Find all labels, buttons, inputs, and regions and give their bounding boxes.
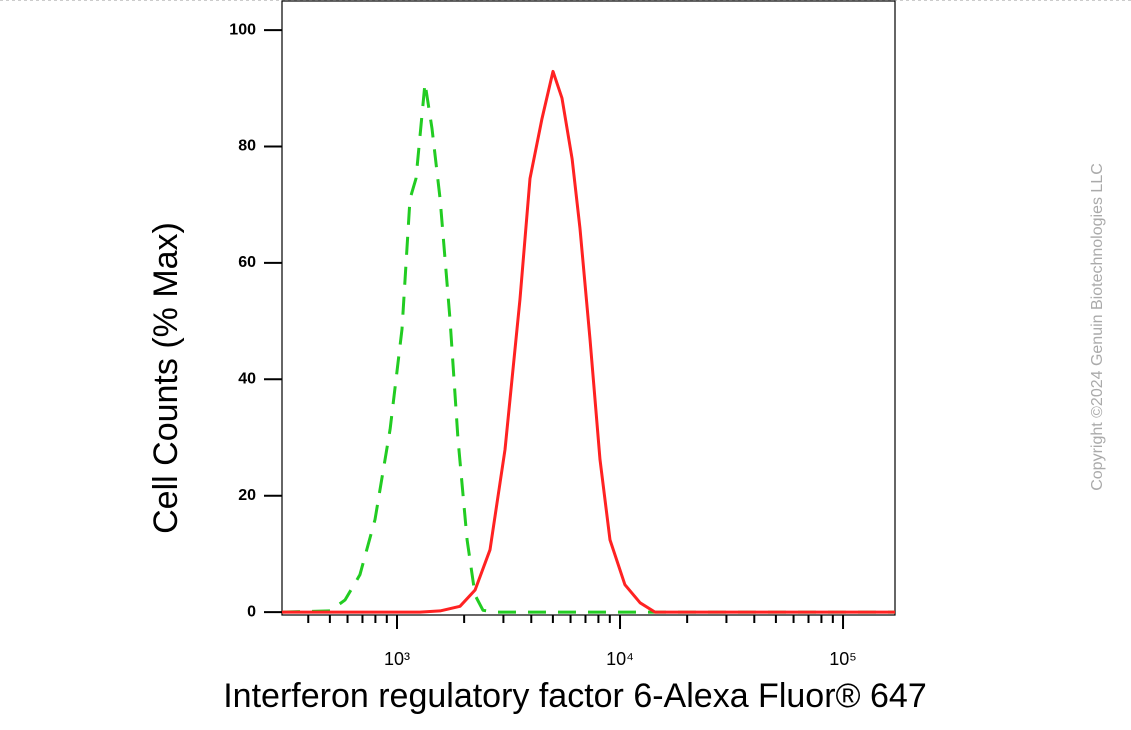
x-axis-label: Interferon regulatory factor 6-Alexa Flu… — [223, 677, 927, 715]
copyright: Copyright ©2024 Genuin Biotechnologies L… — [1089, 163, 1106, 491]
y-tick-label: 20 — [238, 487, 256, 504]
y-tick-label: 0 — [247, 603, 256, 620]
x-tick-label: 10³ — [384, 649, 410, 669]
y-tick-label: 60 — [238, 254, 256, 271]
y-tick-label: 40 — [238, 371, 256, 388]
y-tick-label: 80 — [238, 138, 256, 155]
plot-frame — [281, 0, 896, 616]
x-tick-label: 10⁵ — [829, 649, 856, 669]
histogram-line — [281, 81, 895, 614]
histogram-line — [282, 69, 895, 614]
x-tick-label: 10⁴ — [606, 649, 634, 669]
y-tick-label: 100 — [229, 21, 256, 38]
y-axis-label: Cell Counts (% Max) — [147, 222, 185, 534]
